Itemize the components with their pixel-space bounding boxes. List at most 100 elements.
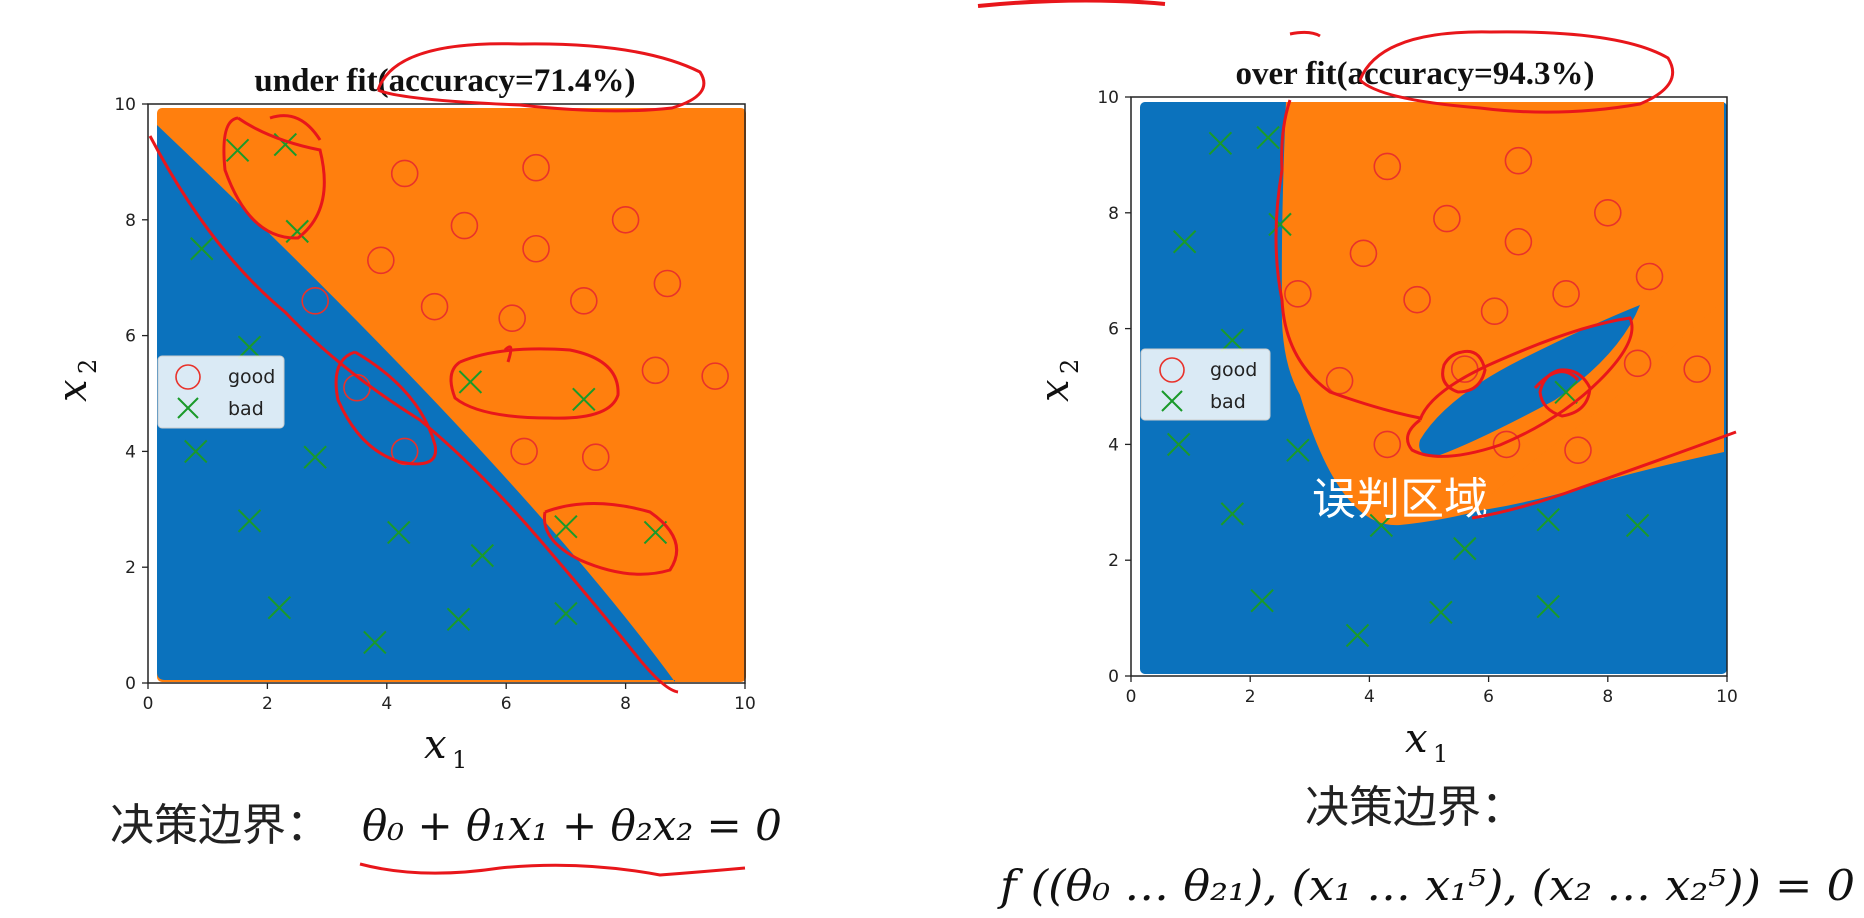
legend-bad-label: bad: [228, 398, 264, 420]
y-axis-label: x 2: [1032, 359, 1084, 402]
x-tick-label: 6: [501, 694, 512, 714]
point-good: [1552, 280, 1580, 308]
axes-frame: [147, 103, 746, 684]
legend-bad-label: bad: [1210, 391, 1246, 413]
x-tick-label: 6: [1483, 687, 1494, 707]
x-tick-label: 10: [1716, 687, 1738, 707]
legend-bad-marker: [177, 397, 199, 419]
x-tick-label: 10: [734, 694, 756, 714]
scatter-points: [1166, 125, 1711, 648]
y-tick-label: 2: [1108, 551, 1119, 571]
x-ticks: 0 2 4 6 8 10: [143, 683, 756, 714]
point-good: [581, 443, 610, 471]
x-axis-label-sub: 1: [452, 746, 467, 774]
y-ticks: 0 2 4 6 8 10: [114, 95, 148, 694]
point-bad: [470, 543, 495, 568]
caption-equation: θ₀ + θ₁x₁ + θ₂x₂ = 0: [362, 801, 782, 850]
point-bad: [184, 439, 208, 464]
scatter-points: [184, 132, 729, 655]
x-axis-label: x 1: [424, 722, 467, 774]
point-bad: [572, 387, 596, 411]
y-axis-label: x 2: [50, 359, 102, 402]
chart-title: under fit(accuracy=71.4%): [254, 63, 635, 99]
y-axis-label-main: x: [50, 379, 96, 402]
y-axis-label-sub: 2: [74, 359, 102, 374]
point-good: [1504, 227, 1533, 256]
y-axis-label-sub: 2: [1056, 359, 1084, 374]
y-tick-label: 4: [125, 442, 136, 462]
point-good: [522, 153, 550, 182]
point-bad: [1166, 432, 1191, 457]
x-axis-label-main: x: [1405, 716, 1428, 762]
legend-good-marker: [175, 364, 201, 390]
point-good: [390, 437, 419, 466]
point-good: [1635, 262, 1664, 291]
point-good: [420, 292, 449, 321]
misjudged-region-label: 误判区域: [1312, 474, 1488, 525]
y-tick-label: 8: [125, 211, 136, 231]
point-bad: [1220, 328, 1245, 352]
point-good: [1373, 152, 1402, 181]
y-tick-label: 0: [125, 674, 136, 694]
legend-good-label: good: [1210, 359, 1257, 381]
y-tick-label: 10: [1097, 88, 1119, 108]
point-good: [701, 362, 729, 390]
y-ticks: 0 2 4 6 8 10: [1097, 88, 1131, 687]
point-good: [1492, 430, 1521, 459]
point-bad: [363, 630, 387, 655]
legend-good-marker: [1159, 357, 1185, 383]
point-bad: [1286, 438, 1310, 462]
point-good: [301, 287, 329, 315]
point-bad: [1625, 513, 1650, 538]
point-bad: [1429, 600, 1453, 625]
point-bad: [1268, 212, 1292, 237]
point-good: [1325, 366, 1354, 395]
point-good: [1623, 349, 1652, 378]
point-good: [1504, 146, 1533, 175]
point-bad: [554, 514, 578, 539]
y-tick-label: 4: [1108, 435, 1119, 455]
point-good: [1683, 355, 1711, 383]
pen-annotations: [1274, 30, 1737, 520]
point-good: [1284, 280, 1312, 308]
point-bad: [267, 596, 292, 620]
x-tick-label: 2: [1245, 687, 1256, 707]
x-axis-label-sub: 1: [1433, 740, 1448, 768]
point-bad: [1453, 536, 1477, 561]
point-bad: [237, 335, 262, 359]
point-bad: [1536, 594, 1560, 619]
pen-annotations: [148, 42, 746, 877]
underfit-chart: under fit(accuracy=71.4%) 0 2 4 6 8 10 0 2 4 6 8 1…: [50, 42, 782, 877]
point-good: [1594, 199, 1622, 227]
caption-equation: f ((θ₀ … θ₂₁), (x₁ … x₁⁵), (x₂ … x₂⁵)) =…: [997, 861, 1855, 910]
x-tick-label: 4: [1364, 687, 1375, 707]
point-good: [1349, 239, 1378, 268]
x-tick-label: 0: [1126, 687, 1137, 707]
point-bad: [387, 520, 411, 545]
point-bad: [225, 138, 250, 163]
point-bad: [1220, 502, 1245, 526]
point-bad: [1369, 513, 1394, 538]
point-bad: [1345, 623, 1370, 648]
point-good: [498, 304, 526, 333]
y-tick-label: 2: [125, 558, 136, 578]
point-good: [510, 437, 538, 466]
point-bad: [643, 520, 668, 545]
point-bad: [1250, 589, 1274, 613]
pen-stroke: [977, 0, 1166, 8]
legend-bad-marker: [1161, 390, 1183, 412]
point-good: [522, 234, 550, 263]
point-good: [641, 356, 670, 385]
point-bad: [303, 445, 327, 469]
x-axis-label-main: x: [424, 722, 447, 768]
overfit-chart: over fit(accuracy=94.3%) 0 2 4 6 8 10 0246810…: [997, 30, 1855, 910]
region-bad-pocket: [1419, 305, 1640, 456]
y-tick-label: 8: [1108, 204, 1119, 224]
point-good: [1373, 430, 1402, 459]
point-bad: [1256, 125, 1280, 150]
point-bad: [190, 237, 214, 261]
x-tick-label: 2: [262, 694, 273, 714]
legend-good-label: good: [228, 366, 275, 388]
x-tick-label: 4: [381, 694, 392, 714]
